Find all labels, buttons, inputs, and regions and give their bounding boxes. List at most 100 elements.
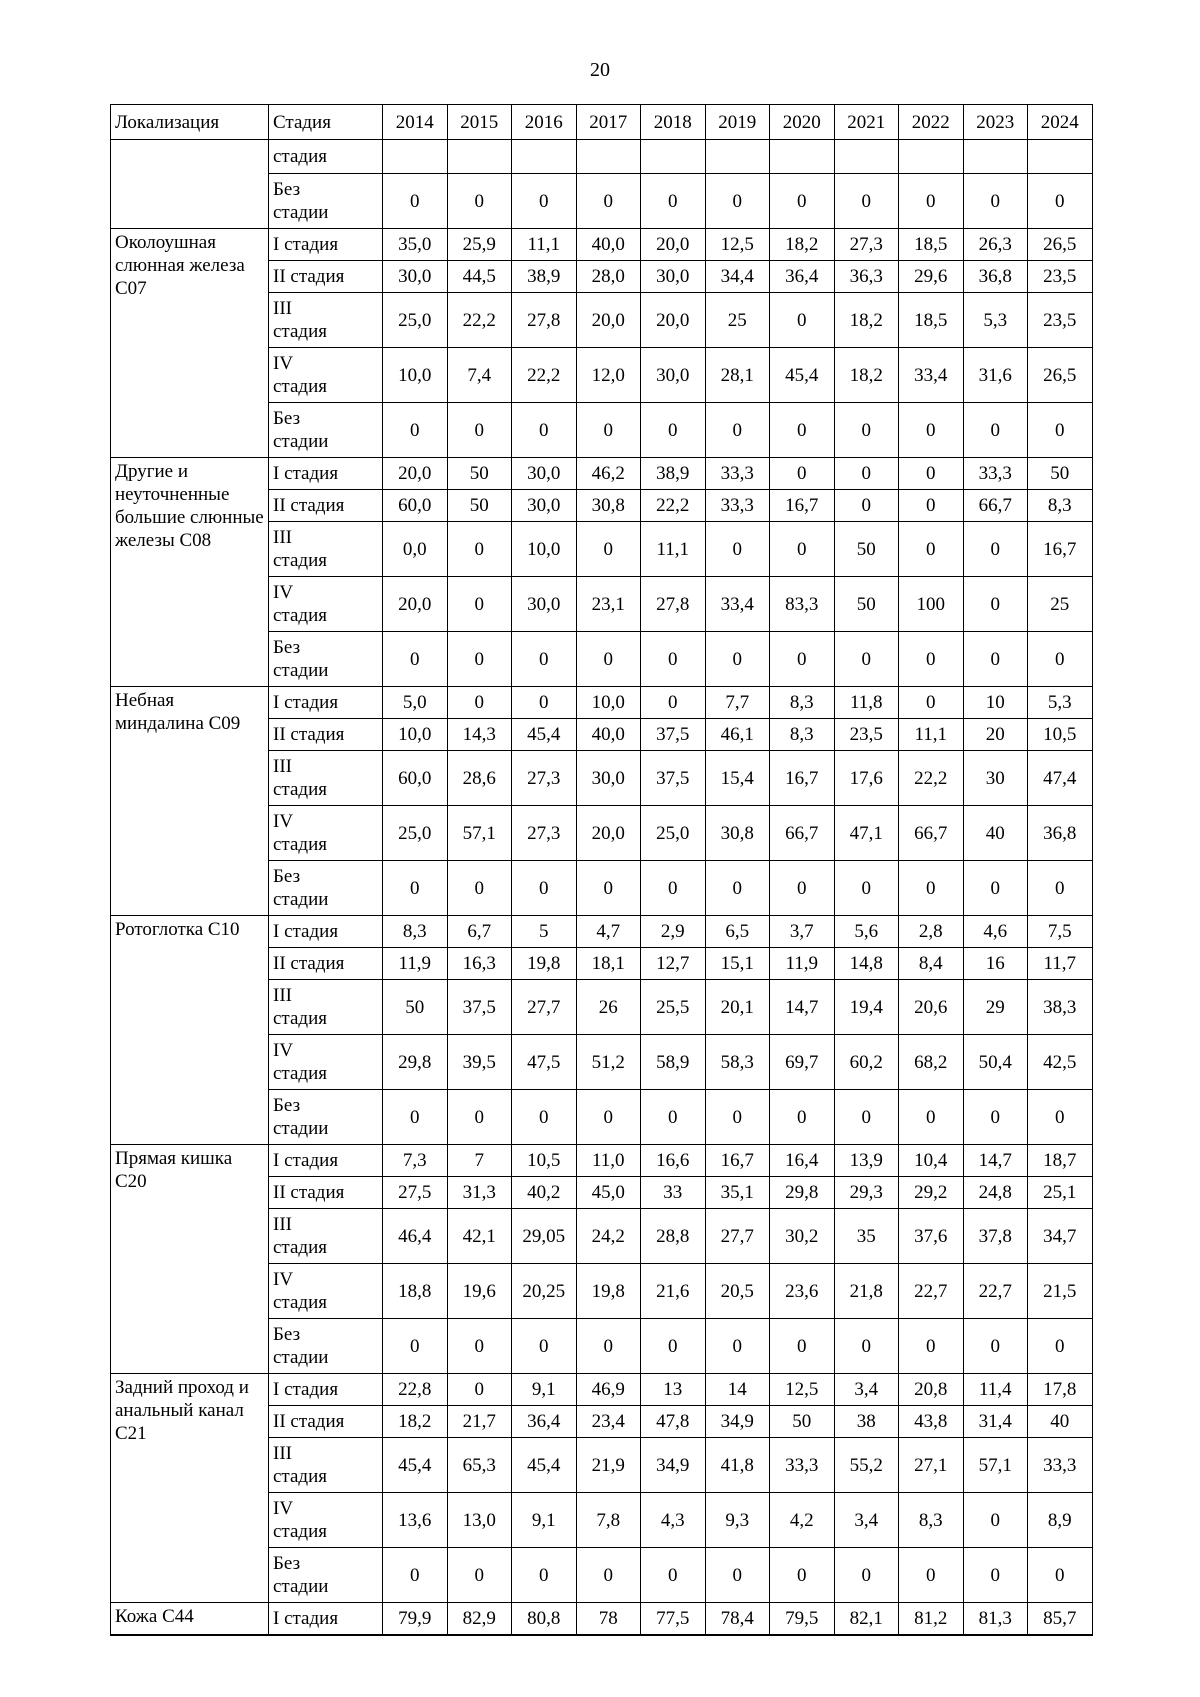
value-cell: 34,9 bbox=[704, 1405, 770, 1438]
value-cell: 0 bbox=[511, 1318, 577, 1374]
value-cell: 14,8 bbox=[833, 947, 899, 980]
value-cell: 4,2 bbox=[769, 1492, 835, 1548]
value-cell: 19,6 bbox=[446, 1263, 512, 1319]
value-cell bbox=[640, 139, 706, 174]
value-cell: 27,1 bbox=[898, 1437, 964, 1493]
value-cell: 25,0 bbox=[640, 805, 706, 861]
value-cell: 27,8 bbox=[511, 292, 577, 348]
value-cell: 0 bbox=[898, 1318, 964, 1374]
value-cell: 6,5 bbox=[704, 915, 770, 948]
value-cell: 0 bbox=[511, 1547, 577, 1603]
value-cell: 27,5 bbox=[382, 1176, 448, 1209]
value-cell: 13,9 bbox=[833, 1144, 899, 1177]
value-cell: 0 bbox=[769, 1547, 835, 1603]
value-cell: 15,4 bbox=[704, 750, 770, 806]
year-header: 2020 bbox=[769, 104, 835, 140]
value-cell: 23,5 bbox=[1027, 260, 1093, 293]
table-row: III стадия 46,4 42,1 29,05 24,2 28,8 27,7 30,2 3… bbox=[111, 1208, 1093, 1264]
value-cell: 8,9 bbox=[1027, 1492, 1093, 1548]
value-cell: 29,8 bbox=[769, 1176, 835, 1209]
value-cell: 0 bbox=[640, 860, 706, 916]
value-cell: 0 bbox=[769, 173, 835, 229]
value-cell: 28,0 bbox=[575, 260, 641, 293]
value-cell: 20,0 bbox=[382, 457, 448, 490]
stage-cell: стадия bbox=[268, 139, 383, 174]
value-cell: 0 bbox=[1027, 1089, 1093, 1145]
value-cell: 33,4 bbox=[898, 347, 964, 403]
stage-cell: II стадия bbox=[268, 947, 383, 980]
localization-cell: Прямая кишка С20 bbox=[110, 1144, 269, 1374]
value-cell: 6,7 bbox=[446, 915, 512, 948]
value-cell: 18,5 bbox=[898, 228, 964, 261]
value-cell: 45,4 bbox=[769, 347, 835, 403]
value-cell: 18,8 bbox=[382, 1263, 448, 1319]
value-cell: 0 bbox=[898, 686, 964, 719]
value-cell: 14,3 bbox=[446, 718, 512, 751]
stage-cell: III стадия bbox=[268, 979, 383, 1035]
value-cell: 0 bbox=[704, 1318, 770, 1374]
value-cell: 66,7 bbox=[898, 805, 964, 861]
stage-cell: I стадия bbox=[268, 915, 383, 948]
value-cell: 38,3 bbox=[1027, 979, 1093, 1035]
value-cell: 40 bbox=[962, 805, 1028, 861]
value-cell: 50 bbox=[769, 1405, 835, 1438]
value-cell: 24,8 bbox=[962, 1176, 1028, 1209]
value-cell: 16,7 bbox=[769, 750, 835, 806]
value-cell: 20 bbox=[962, 718, 1028, 751]
value-cell: 8,4 bbox=[898, 947, 964, 980]
value-cell: 0 bbox=[833, 457, 899, 490]
value-cell: 37,5 bbox=[640, 750, 706, 806]
value-cell: 21,5 bbox=[1027, 1263, 1093, 1319]
value-cell: 24,2 bbox=[575, 1208, 641, 1264]
value-cell: 11,7 bbox=[1027, 947, 1093, 980]
value-cell: 20,1 bbox=[704, 979, 770, 1035]
value-cell: 83,3 bbox=[769, 576, 835, 632]
value-cell: 13,6 bbox=[382, 1492, 448, 1548]
value-cell: 20,25 bbox=[511, 1263, 577, 1319]
value-cell: 10,5 bbox=[511, 1144, 577, 1177]
value-cell: 5,3 bbox=[1027, 686, 1093, 719]
value-cell: 0 bbox=[1027, 1318, 1093, 1374]
stage-cell: IV стадия bbox=[268, 1034, 383, 1090]
value-cell: 68,2 bbox=[898, 1034, 964, 1090]
value-cell: 33,3 bbox=[704, 489, 770, 522]
stage-cell: Без стадии bbox=[268, 860, 383, 916]
value-cell: 46,2 bbox=[575, 457, 641, 490]
value-cell: 11,4 bbox=[962, 1373, 1028, 1406]
value-cell: 0 bbox=[382, 1318, 448, 1374]
value-cell: 0 bbox=[446, 521, 512, 577]
localization-cell: Небная миндалина С09 bbox=[110, 686, 269, 916]
value-cell: 16,4 bbox=[769, 1144, 835, 1177]
table-row: Кожа С44 I стадия 79,9 82,9 80,8 78 77,5 78,4 79… bbox=[110, 1602, 1093, 1636]
value-cell: 0 bbox=[833, 489, 899, 522]
value-cell: 7 bbox=[446, 1144, 512, 1177]
value-cell: 14,7 bbox=[769, 979, 835, 1035]
value-cell: 17,8 bbox=[1027, 1373, 1093, 1406]
value-cell: 0 bbox=[769, 457, 835, 490]
value-cell: 0 bbox=[575, 402, 641, 458]
value-cell: 57,1 bbox=[446, 805, 512, 861]
value-cell: 37,5 bbox=[446, 979, 512, 1035]
value-cell: 0 bbox=[1027, 860, 1093, 916]
stage-cell: II стадия bbox=[268, 489, 383, 522]
value-cell: 0 bbox=[962, 1492, 1028, 1548]
value-cell: 0 bbox=[962, 631, 1028, 687]
value-cell: 30,0 bbox=[511, 457, 577, 490]
value-cell: 30,0 bbox=[511, 489, 577, 522]
value-cell: 18,2 bbox=[833, 292, 899, 348]
value-cell: 20,8 bbox=[898, 1373, 964, 1406]
localization-cell bbox=[110, 139, 269, 229]
value-cell: 42,1 bbox=[446, 1208, 512, 1264]
stage-cell: III стадия bbox=[268, 521, 383, 577]
value-cell: 4,6 bbox=[962, 915, 1028, 948]
table-row: III стадия 0,0 0 10,0 0 11,1 0 0 50 0 0 16,7 bbox=[111, 521, 1093, 577]
stage-cell: Без стадии bbox=[268, 1089, 383, 1145]
value-cell: 0 bbox=[511, 402, 577, 458]
value-cell: 21,6 bbox=[640, 1263, 706, 1319]
value-cell: 65,3 bbox=[446, 1437, 512, 1493]
value-cell: 0 bbox=[769, 521, 835, 577]
value-cell: 25,9 bbox=[446, 228, 512, 261]
staging-table: Локализация Стадия 2014 2015 2016 2017 2018 2… bbox=[110, 104, 1093, 1636]
value-cell: 25,1 bbox=[1027, 1176, 1093, 1209]
value-cell: 27,8 bbox=[640, 576, 706, 632]
